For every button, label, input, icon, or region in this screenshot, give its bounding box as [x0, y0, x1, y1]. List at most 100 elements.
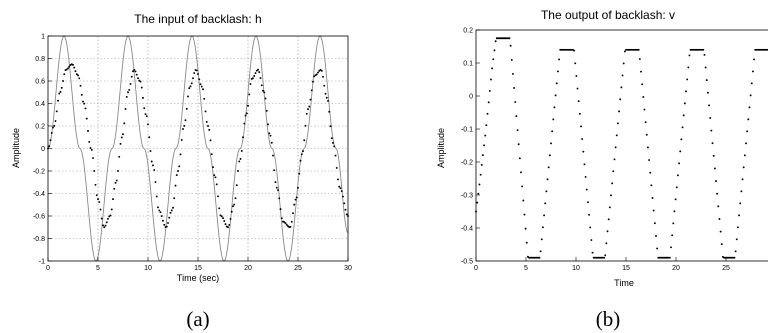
- chart-a-series-1-point-54: [114, 181, 117, 184]
- chart-b-series-0-point-95: [584, 175, 587, 178]
- chart-a-series-1-point-151: [235, 184, 238, 187]
- chart-a-series-1-point-70: [134, 70, 137, 73]
- chart-a-title: The input of backlash: h: [134, 12, 261, 26]
- chart-a-series-1-point-165: [253, 75, 256, 77]
- chart-a-series-1-point-156: [242, 136, 244, 139]
- chart-a-series-1-point-41: [98, 201, 101, 203]
- chart-b-series-0-point-224: [733, 256, 736, 259]
- chart-b-series-0-point-120: [613, 158, 616, 161]
- panel-a: The input of backlash: h 0 5 10 15 20 25 30-1-…: [11, 12, 352, 331]
- chart-a-series-1-point-128: [207, 125, 209, 127]
- chart-a-series-1-point-80: [147, 123, 149, 126]
- chart-a-series-1-point-43: [100, 217, 103, 220]
- chart-a-series-1-point-199: [295, 196, 298, 199]
- chart-a-series-1-point-229: [333, 145, 336, 148]
- chart-a-series-1-point-77: [143, 107, 146, 110]
- chart-a-xtick-label-4: 20: [244, 265, 252, 272]
- chart-a-series-1-point-208: [307, 108, 309, 111]
- chart-b-series-0-point-212: [719, 230, 722, 233]
- chart-a-series-1-point-173: [263, 91, 266, 94]
- chart-a-series-1-point-179: [270, 141, 273, 144]
- chart-a-series-1-point-190: [284, 222, 287, 225]
- chart-b-title: The output of backlash: v: [541, 8, 675, 22]
- chart-b-series-0-point-178: [680, 138, 683, 141]
- chart-b-series-0-point-185: [688, 54, 691, 57]
- chart-b-series-0-point-100: [590, 239, 593, 241]
- chart-a-series-1-point-209: [308, 105, 311, 108]
- chart-a-series-1-point-139: [220, 215, 223, 218]
- chart-b-series-0-point-205: [711, 142, 714, 145]
- chart-b-series-0-point-149: [646, 146, 649, 149]
- chart-b-series-0-point-155: [653, 222, 656, 225]
- chart-b-series-0-point-232: [742, 166, 745, 169]
- chart-b-series-0-point-126: [620, 86, 623, 89]
- chart-a-ytick-label-2: -0.6: [33, 214, 45, 221]
- chart-b-series-0-point-63: [547, 166, 550, 169]
- chart-b-series-0-point-3: [478, 183, 481, 186]
- chart-a-series-1-point-74: [139, 80, 142, 83]
- chart-a-series-1-point-120: [197, 73, 199, 75]
- chart-b-series-0-point-182: [685, 90, 687, 93]
- chart-b-series-0-point-114: [606, 230, 609, 233]
- chart-a-series-1-point-236: [342, 195, 344, 198]
- chart-b-series-0-point-125: [619, 98, 622, 101]
- chart-b-xtick-label-0: 0: [474, 265, 478, 272]
- chart-b-xtick-label-5: 25: [722, 265, 730, 272]
- chart-a-xtick-label-5: 25: [294, 265, 302, 272]
- chart-a-series-1-point-93: [163, 223, 166, 226]
- chart-a-series-1-point-4: [52, 126, 54, 129]
- chart-a-series-1-point-122: [199, 83, 202, 86]
- chart-a-series-1-point-226: [329, 125, 332, 128]
- chart-a-series-1-point-20: [72, 63, 74, 66]
- chart-a-series-1-point-89: [158, 209, 161, 212]
- chart-a-ytick-label-3: -0.4: [33, 191, 45, 198]
- chart-a-series-1-point-87: [155, 195, 158, 198]
- chart-a-series-1-point-224: [327, 99, 329, 102]
- chart-b-series-0-point-17: [494, 40, 497, 43]
- chart-b-ytick-label-7: 0.2: [463, 28, 473, 35]
- chart-b-series-0-point-115: [607, 218, 610, 221]
- chart-b-series-0-point-55: [538, 256, 541, 259]
- chart-a-series-1-point-39: [95, 194, 98, 197]
- chart-b-series-0-point-68: [553, 106, 556, 109]
- chart-a-series-1-point-232: [337, 178, 339, 181]
- chart-b-series-0-point-208: [715, 180, 717, 183]
- chart-b-series-0-point-5: [480, 163, 483, 166]
- chart-a-series-1-point-146: [229, 217, 232, 220]
- chart-a-grid: [48, 36, 348, 261]
- chart-a-series-1-point-175: [265, 109, 268, 112]
- chart-a-series-1-point-5: [53, 124, 56, 127]
- chart-b-series-0-point-116: [608, 206, 611, 209]
- chart-a-series-1-point-21: [73, 66, 76, 69]
- chart-a-series-1-point-157: [243, 122, 246, 125]
- chart-a-series-1-point-166: [254, 72, 257, 75]
- chart-a-series-1-point-97: [168, 216, 171, 219]
- chart-a-series-1-point-121: [198, 78, 201, 81]
- chart-a-xtick-label-6: 30: [344, 265, 352, 272]
- chart-a-series-1-point-137: [218, 207, 221, 210]
- chart-b-series-0-point-72: [558, 58, 561, 61]
- chart-b-series-0-point-119: [612, 170, 615, 173]
- chart-b-series-0-point-4: [479, 173, 482, 176]
- chart-b-series-0-point-85: [573, 49, 576, 52]
- chart-b-series-0-point-99: [589, 226, 592, 229]
- chart-a-series-1-point-176: [267, 123, 269, 126]
- chart-a-series-1-point-123: [200, 85, 203, 88]
- chart-a-series-1-point-124: [202, 88, 204, 91]
- chart-b-series-0-point-203: [709, 117, 712, 119]
- chart-b-series-0-point-29: [508, 37, 511, 40]
- chart-b-series-0-point-14: [491, 67, 494, 70]
- chart-b-series-0-point-56: [539, 250, 542, 253]
- chart-b-series-0-point-117: [610, 194, 612, 197]
- chart-a-series-1-point-86: [154, 181, 157, 183]
- chart-b-series-0-point-142: [638, 58, 641, 61]
- chart-a-series-1-point-44: [102, 224, 104, 227]
- chart-a-series-1-point-168: [257, 68, 259, 71]
- chart-a-series-1-point-23: [75, 73, 78, 76]
- chart-b-series-0-point-213: [720, 243, 723, 246]
- chart-b-series-0-point-64: [548, 154, 551, 157]
- chart-a-series-1-point-42: [99, 208, 102, 211]
- chart-b-series-0-point-241: [753, 58, 756, 61]
- chart-a-series-1-point-183: [275, 186, 278, 189]
- chart-a-series-1-point-8: [57, 99, 59, 102]
